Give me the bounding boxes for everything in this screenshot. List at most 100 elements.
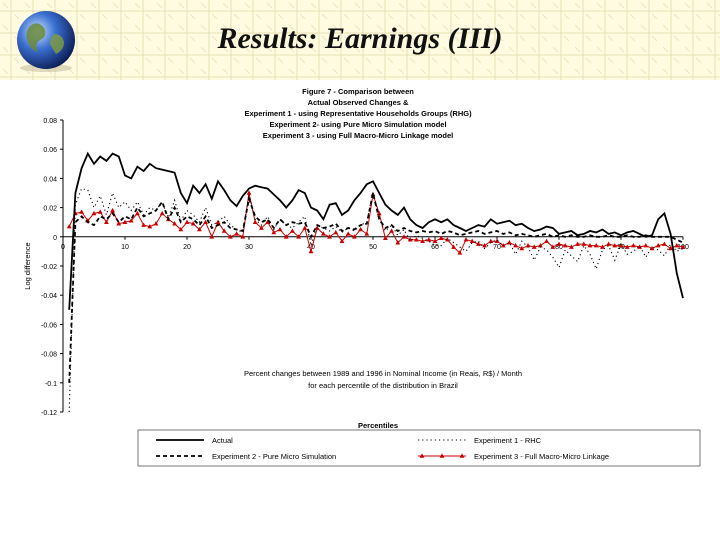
chart-axes: 0.08 0.06 0.04 0.02 0 -0.02 -0.04 -0.06 -0.08 -0.… xyxy=(23,118,689,430)
series-point-4 xyxy=(463,237,469,242)
chart-title-line: Experiment 1 - using Representative Hous… xyxy=(244,109,472,118)
series-point-4 xyxy=(135,210,140,216)
chart-title-line: Experiment 3 - using Full Macro-Micro Li… xyxy=(263,131,453,140)
series-point-4 xyxy=(457,250,463,255)
series-point-4 xyxy=(246,190,252,195)
x-tick-label: 80 xyxy=(555,244,563,251)
series-point-4 xyxy=(575,241,580,246)
legend-label-3: Experiment 2 - Pure Micro Simulation xyxy=(212,452,336,461)
series-point-4 xyxy=(494,238,500,243)
series-point-4 xyxy=(240,234,246,239)
x-tick-label: 50 xyxy=(369,244,377,251)
series-point-4 xyxy=(438,235,444,241)
series-point-4 xyxy=(445,237,450,242)
chart-plot-area xyxy=(66,151,686,413)
series-point-4 xyxy=(141,222,146,227)
chart-title-line: Actual Observed Changes & xyxy=(308,98,409,107)
series-point-4 xyxy=(469,238,475,243)
series-point-4 xyxy=(153,221,159,226)
series-point-4 xyxy=(209,234,215,239)
legend-marker xyxy=(419,453,425,458)
x-tick-label: 40 xyxy=(307,244,315,251)
series-point-4 xyxy=(308,248,314,254)
series-point-4 xyxy=(296,234,301,239)
slide-title: Results: Earnings (III) xyxy=(217,22,503,55)
series-point-4 xyxy=(544,238,549,243)
series-point-4 xyxy=(488,238,494,243)
series-line-2 xyxy=(68,187,684,413)
y-tick-label: -0.08 xyxy=(41,352,57,359)
legend-marker xyxy=(439,453,445,458)
series-line-1 xyxy=(68,151,684,310)
series-point-4 xyxy=(110,207,115,213)
series-point-4 xyxy=(600,244,605,249)
series-point-4 xyxy=(97,209,103,214)
series-point-4 xyxy=(128,218,134,223)
chart-svg: Figure 7 - Comparison between Actual Obse… xyxy=(23,87,701,467)
series-point-4 xyxy=(426,237,432,242)
series-point-4 xyxy=(389,228,394,233)
series-point-4 xyxy=(538,242,543,248)
legend-box xyxy=(137,429,701,467)
x-tick-label: 20 xyxy=(183,244,191,251)
series-point-4 xyxy=(618,242,624,248)
y-tick-label: 0.06 xyxy=(43,147,57,154)
series-point-4 xyxy=(519,245,525,251)
series-point-4 xyxy=(612,242,618,248)
chart-legend: Actual Experiment 1 - RHC Experiment 2 - P… xyxy=(137,429,701,467)
series-point-4 xyxy=(184,219,190,224)
series-point-4 xyxy=(159,210,165,216)
series-point-4 xyxy=(451,244,456,249)
series-point-4 xyxy=(482,242,487,248)
y-tick-label: 0.02 xyxy=(43,206,57,213)
series-point-4 xyxy=(562,242,568,248)
series-point-4 xyxy=(290,228,295,233)
series-point-4 xyxy=(228,234,233,239)
series-point-4 xyxy=(197,226,202,232)
legend-marker xyxy=(459,453,465,458)
series-point-4 xyxy=(550,244,556,249)
series-point-4 xyxy=(190,221,196,226)
series-point-4 xyxy=(407,237,413,242)
chart-container: Figure 7 - Comparison between Actual Obse… xyxy=(18,82,708,542)
series-point-4 xyxy=(283,234,289,239)
banner-grid-pattern xyxy=(0,0,720,80)
series-point-4 xyxy=(352,234,357,239)
series-point-4 xyxy=(587,242,593,248)
x-tick-label: 70 xyxy=(493,244,501,251)
series-point-4 xyxy=(500,242,506,248)
series-point-4 xyxy=(637,244,642,249)
series-point-4 xyxy=(668,245,673,251)
x-tick-label: 10 xyxy=(121,244,129,251)
x-axis-label: Percentiles xyxy=(358,421,398,430)
series-point-4 xyxy=(631,242,636,248)
y-tick-label: -0.12 xyxy=(41,410,57,417)
series-point-4 xyxy=(172,221,177,226)
y-tick-label: -0.06 xyxy=(41,322,57,329)
series-point-4 xyxy=(91,210,97,216)
legend-label-2: Experiment 1 - RHC xyxy=(474,436,542,445)
series-point-4 xyxy=(178,226,184,232)
series-point-4 xyxy=(395,240,401,245)
series-point-4 xyxy=(339,238,345,243)
y-axis-label: Log difference xyxy=(23,242,32,289)
series-point-4 xyxy=(271,229,277,235)
y-tick-label: 0.04 xyxy=(43,176,57,183)
series-point-4 xyxy=(259,225,264,230)
series-point-4 xyxy=(414,237,419,242)
series-point-4 xyxy=(327,234,332,239)
series-point-4 xyxy=(680,244,686,249)
chart-title-block: Figure 7 - Comparison between Actual Obse… xyxy=(244,87,472,140)
legend-label-4: Experiment 3 - Full Macro-Micro Linkage xyxy=(474,452,609,461)
series-point-4 xyxy=(345,231,351,236)
series-point-4 xyxy=(531,244,537,249)
series-point-4 xyxy=(383,235,388,241)
series-point-4 xyxy=(302,225,308,230)
series-point-4 xyxy=(655,242,661,248)
series-point-4 xyxy=(420,238,425,243)
y-tick-label: -0.02 xyxy=(41,264,57,271)
chart-note-line: for each percentile of the distribution … xyxy=(308,381,458,390)
chart-note-block: Percent changes between 1989 and 1996 in… xyxy=(244,369,522,390)
y-tick-label: -0.1 xyxy=(45,381,57,388)
chart-note-line: Percent changes between 1989 and 1996 in… xyxy=(244,369,522,378)
